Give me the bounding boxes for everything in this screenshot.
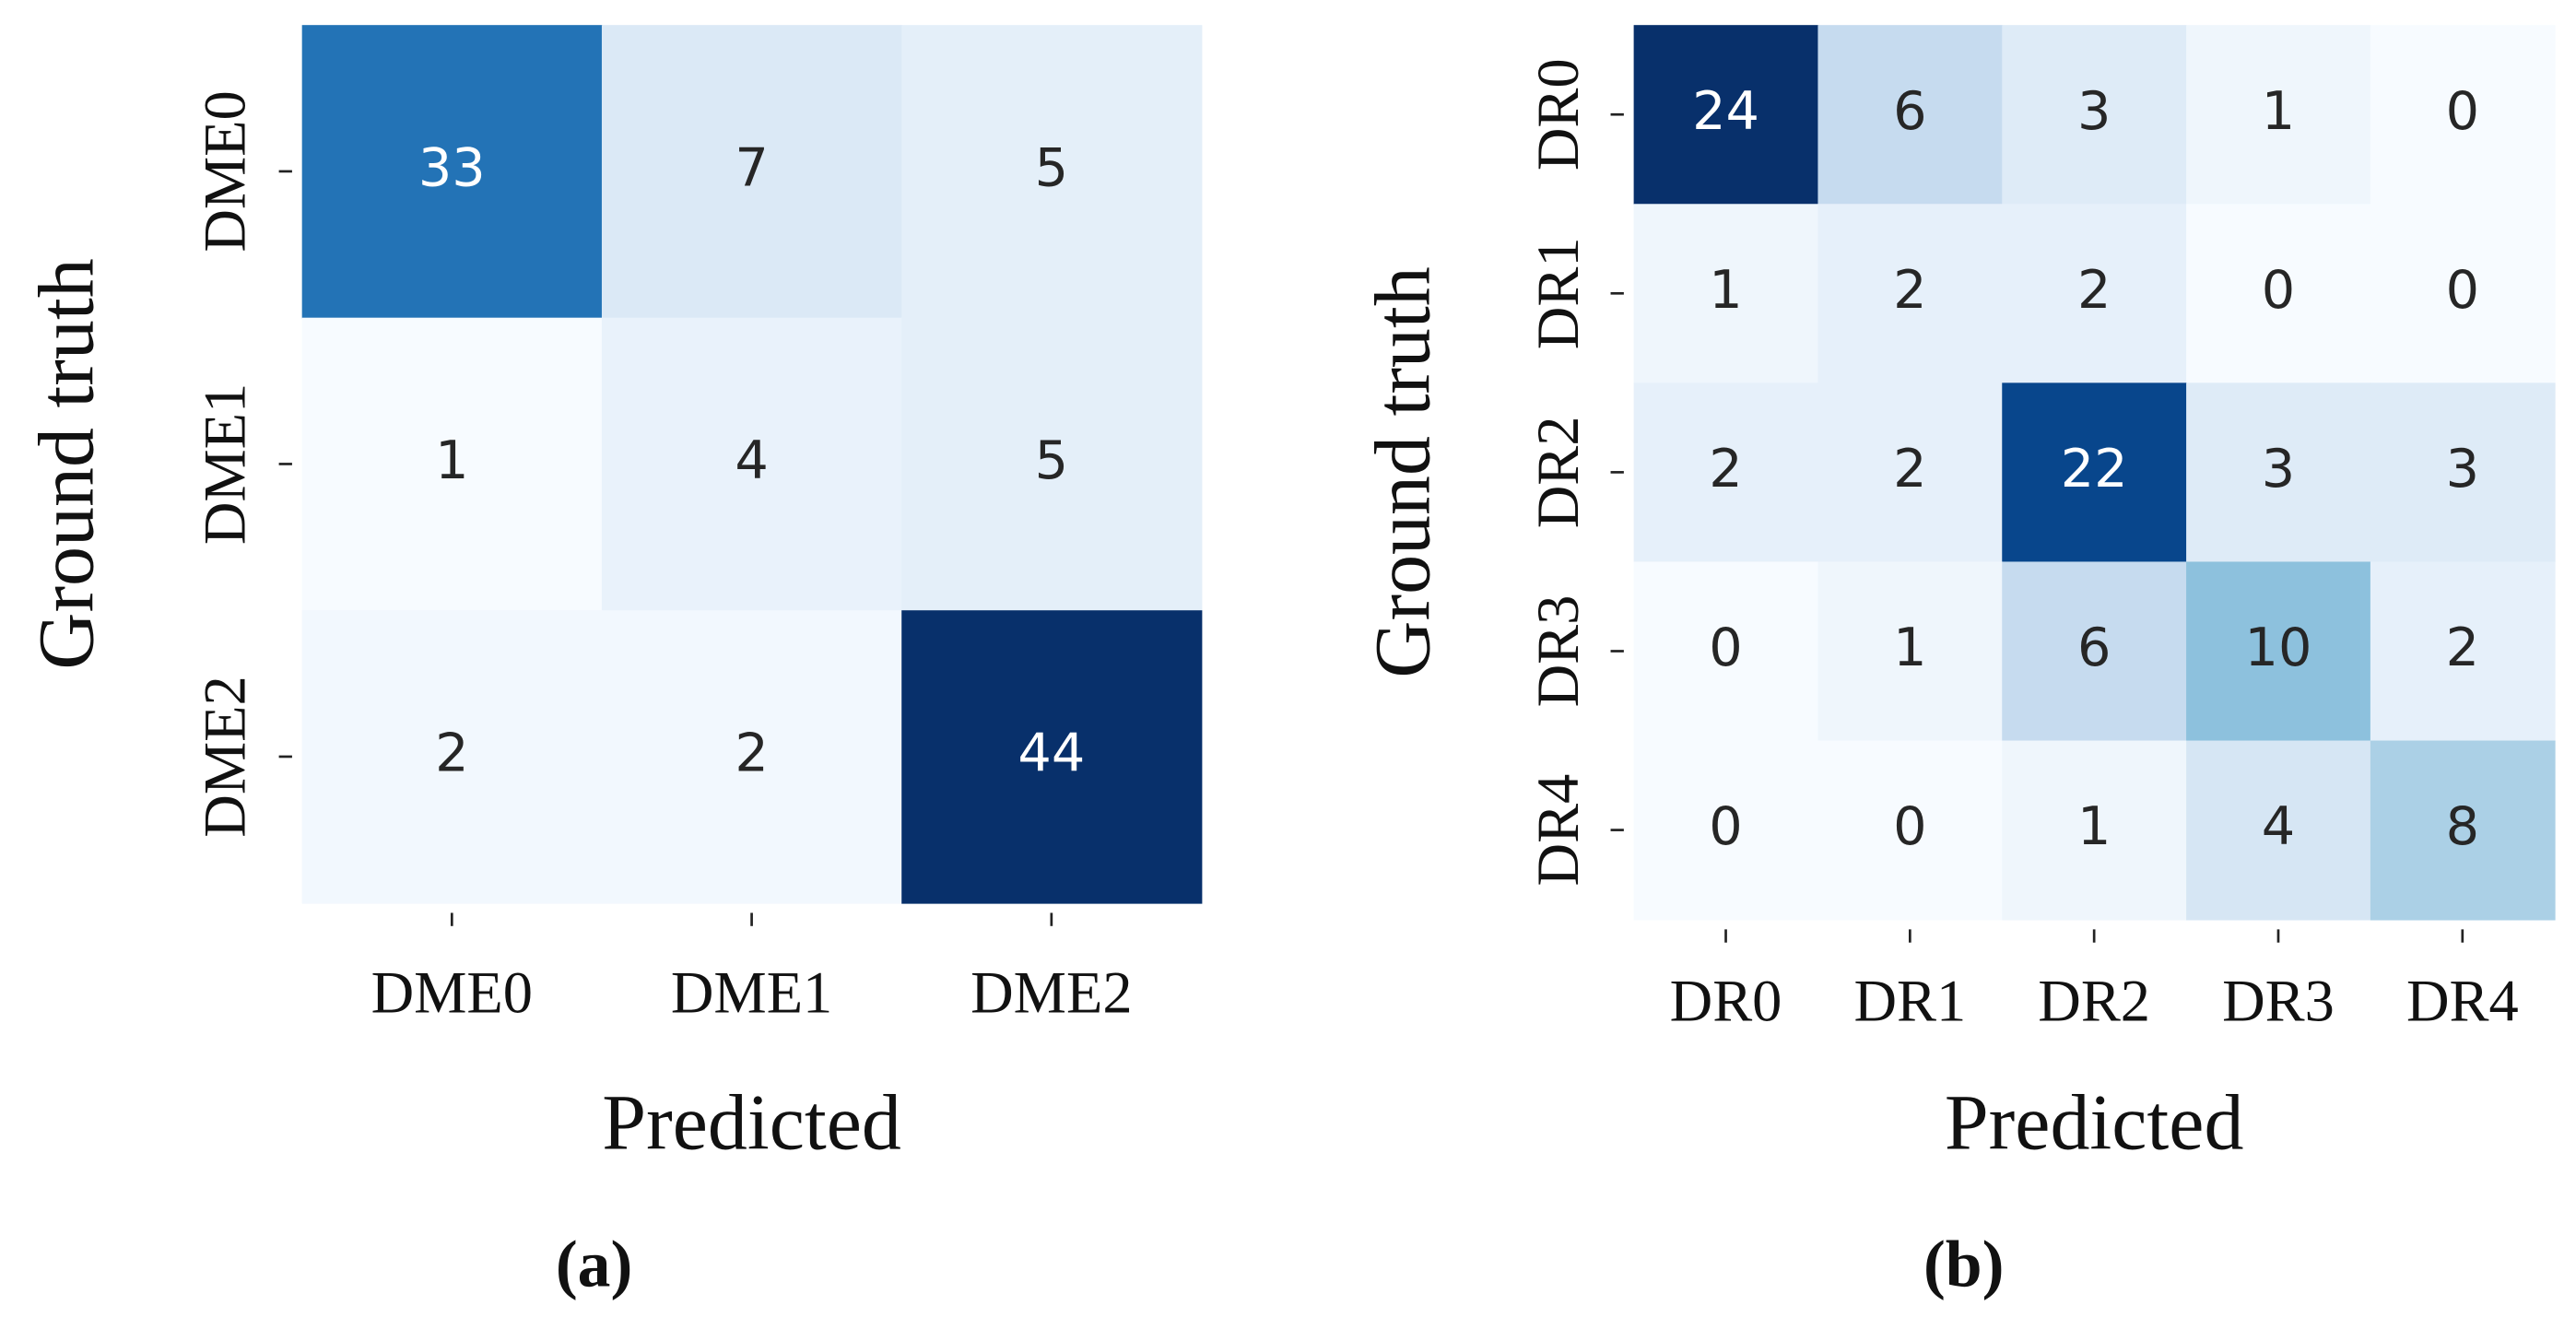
heatmap-cell [1817, 561, 2004, 742]
x-axis-label: Predicted [602, 1078, 901, 1167]
heatmap-cell [2186, 740, 2371, 921]
cell-label: 2 [1893, 259, 1926, 321]
heatmap-cell [601, 317, 903, 612]
cell-label: 0 [2446, 259, 2479, 321]
cell-label: 5 [1035, 137, 1068, 199]
cell-label: 2 [1709, 438, 1742, 500]
heatmap-cell [2186, 204, 2371, 384]
cell-label: 2 [1893, 438, 1926, 500]
x-tick-label: DME0 [371, 959, 533, 1025]
x-tick-label: DME1 [671, 959, 832, 1025]
y-axis-label: Ground truth [1359, 266, 1447, 677]
heatmap-cell [601, 610, 903, 904]
cell-label: 33 [418, 137, 486, 199]
cell-label: 1 [2262, 80, 2295, 142]
x-tick-label: DR0 [1670, 968, 1782, 1033]
caption: (a) [556, 1228, 633, 1300]
heatmap-cell [901, 610, 1203, 904]
heatmap-cell [1633, 740, 1819, 921]
heatmap-cell [2370, 204, 2556, 384]
cell-label: 1 [1893, 617, 1926, 678]
cell-label: 3 [2077, 80, 2111, 142]
heatmap-cell [1817, 382, 2004, 563]
cell-label: 6 [1893, 80, 1926, 142]
heatmap-cell [2370, 561, 2556, 742]
heatmap-cell [1633, 561, 1819, 742]
cell-label: 1 [435, 429, 468, 491]
cell-label: 0 [1893, 795, 1926, 857]
y-tick-label: DR1 [1525, 237, 1591, 349]
x-axis-label: Predicted [1945, 1078, 2244, 1167]
cell-label: 1 [1709, 259, 1742, 321]
heatmap-cell [1817, 25, 2004, 206]
heatmap-cell [2370, 740, 2556, 921]
heatmap-cell [2002, 382, 2187, 563]
cell-label: 10 [2245, 617, 2312, 678]
cell-label: 4 [2262, 795, 2295, 857]
heatmap-cell [601, 25, 903, 319]
cell-label: 24 [1692, 80, 1759, 142]
cell-label: 4 [735, 429, 768, 491]
heatmap-cell [901, 317, 1203, 612]
x-tick-label: DR1 [1853, 968, 1966, 1033]
heatmap-cell [301, 25, 603, 319]
heatmap-cell [2370, 382, 2556, 563]
y-axis-label: Ground truth [21, 258, 110, 669]
y-tick-label: DR2 [1525, 417, 1591, 529]
cell-label: 7 [735, 137, 768, 199]
heatmap-cell [301, 317, 603, 612]
heatmap-cell [301, 610, 603, 904]
heatmap-cell [2186, 25, 2371, 206]
heatmap-cell [1817, 740, 2004, 921]
heatmap-cell [2002, 561, 2187, 742]
y-tick-label: DME2 [192, 676, 257, 837]
y-tick-label: DR4 [1525, 774, 1591, 887]
cell-label: 3 [2446, 438, 2479, 500]
heatmap-cell [2002, 740, 2187, 921]
heatmap-cell [2370, 25, 2556, 206]
heatmap-cell [1633, 204, 1819, 384]
cell-label: 0 [2262, 259, 2295, 321]
cell-label: 22 [2061, 438, 2128, 500]
heatmap-cell [2002, 25, 2187, 206]
cell-label: 0 [2446, 80, 2479, 142]
x-tick-label: DR3 [2222, 968, 2335, 1033]
x-tick-label: DME2 [970, 959, 1132, 1025]
cell-label: 8 [2446, 795, 2479, 857]
y-tick-label: DR3 [1525, 595, 1591, 708]
cell-label: 1 [2077, 795, 2111, 857]
cell-label: 44 [1017, 723, 1085, 784]
cell-label: 2 [2077, 259, 2111, 321]
cell-label: 3 [2262, 438, 2295, 500]
cell-label: 2 [2446, 617, 2479, 678]
y-tick-label: DME0 [192, 90, 257, 252]
cell-label: 5 [1035, 429, 1068, 491]
heatmap-cell [1633, 382, 1819, 563]
cell-label: 6 [2077, 617, 2111, 678]
cell-label: 2 [735, 723, 768, 784]
heatmap-cell [901, 25, 1203, 319]
heatmap-cell [2002, 204, 2187, 384]
x-tick-label: DR2 [2038, 968, 2150, 1033]
heatmap-cell [2186, 561, 2371, 742]
x-tick-label: DR4 [2406, 968, 2519, 1033]
heatmap-cell [1633, 25, 1819, 206]
cell-label: 0 [1709, 795, 1742, 857]
heatmap-cell [1817, 204, 2004, 384]
cell-label: 0 [1709, 617, 1742, 678]
caption: (b) [1923, 1228, 2005, 1300]
y-tick-label: DME1 [192, 383, 257, 545]
cell-label: 2 [435, 723, 468, 784]
y-tick-label: DR0 [1525, 58, 1591, 171]
heatmap-cell [2186, 382, 2371, 563]
